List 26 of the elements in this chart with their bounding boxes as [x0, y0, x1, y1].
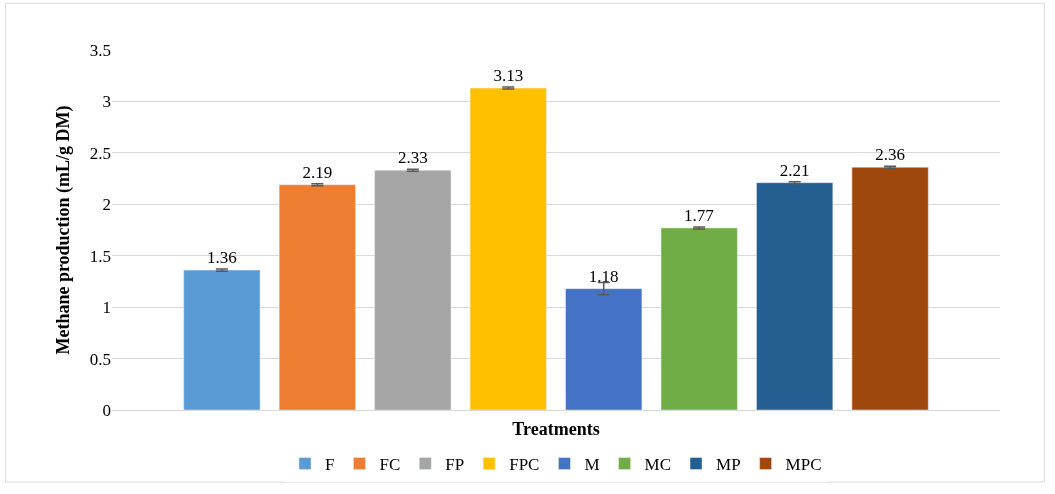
data-label: 2.21	[779, 160, 810, 180]
y-axis-title: Methane production (mL/g DM)	[52, 105, 74, 355]
y-tick-label: 3	[102, 92, 111, 112]
legend-label: MC	[644, 455, 672, 475]
x-axis-title: Treatments	[512, 419, 600, 440]
data-label: 2.36	[875, 145, 905, 165]
y-tick-label: 1.5	[89, 246, 111, 266]
legend-label: MPC	[785, 455, 822, 475]
y-tick-label: 1	[102, 298, 111, 318]
y-tick-label: 0	[102, 400, 111, 420]
y-tick-label: 2.5	[89, 143, 111, 163]
legend-label: FP	[445, 455, 465, 475]
y-tick-label: 2	[102, 195, 111, 215]
y-tick-label: 3.5	[89, 40, 111, 60]
y-tick-label: 0.5	[89, 349, 111, 369]
data-label: 2.33	[397, 148, 428, 168]
legend-label: M	[584, 455, 600, 475]
data-label: 1.18	[588, 266, 619, 286]
data-label: 2.19	[302, 162, 333, 182]
legend-label: F	[325, 455, 335, 475]
legend-label: MP	[716, 455, 741, 475]
legend-label: FC	[379, 455, 401, 475]
data-label: 3.13	[493, 66, 524, 86]
legend-label: FPC	[509, 455, 540, 475]
data-label: 1.36	[207, 248, 237, 268]
data-label: 1.77	[684, 205, 715, 225]
